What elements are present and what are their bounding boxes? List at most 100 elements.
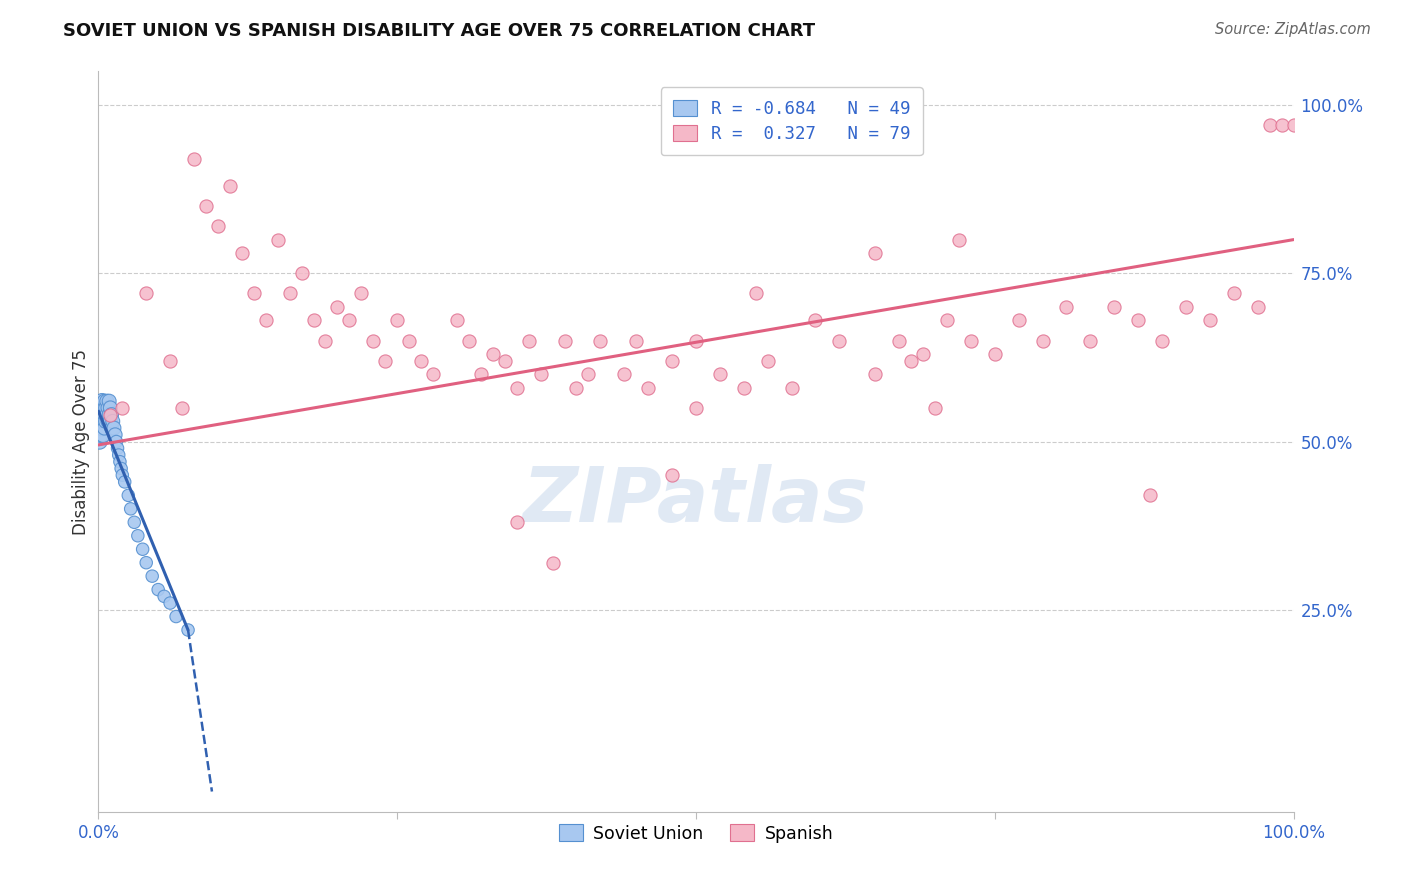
Point: [97, 401, 120, 415]
Point: [804, 313, 827, 327]
Point: [177, 623, 200, 637]
Point: [89, 434, 111, 449]
Point: [90, 414, 112, 428]
Point: [315, 334, 337, 348]
Point: [733, 381, 755, 395]
Point: [141, 569, 163, 583]
Point: [111, 468, 134, 483]
Point: [422, 368, 444, 382]
Point: [254, 313, 277, 327]
Point: [107, 448, 129, 462]
Point: [661, 353, 683, 368]
Point: [159, 353, 181, 368]
Point: [960, 334, 983, 348]
Point: [1008, 313, 1031, 327]
Point: [153, 590, 176, 604]
Point: [589, 334, 612, 348]
Point: [135, 286, 157, 301]
Point: [90, 427, 112, 442]
Point: [91, 421, 114, 435]
Point: [984, 347, 1007, 361]
Point: [114, 475, 136, 489]
Point: [124, 516, 146, 530]
Point: [494, 353, 516, 368]
Point: [626, 334, 648, 348]
Point: [517, 334, 540, 348]
Point: [91, 394, 114, 409]
Point: [350, 286, 373, 301]
Point: [685, 334, 707, 348]
Point: [936, 313, 959, 327]
Point: [104, 427, 127, 442]
Point: [291, 266, 314, 280]
Text: SOVIET UNION VS SPANISH DISABILITY AGE OVER 75 CORRELATION CHART: SOVIET UNION VS SPANISH DISABILITY AGE O…: [63, 22, 815, 40]
Point: [96, 394, 118, 409]
Point: [96, 408, 118, 422]
Point: [98, 394, 121, 409]
Point: [302, 313, 325, 327]
Point: [948, 233, 970, 247]
Point: [135, 556, 157, 570]
Point: [374, 353, 396, 368]
Point: [613, 368, 636, 382]
Point: [91, 427, 114, 442]
Point: [398, 334, 420, 348]
Point: [1080, 334, 1102, 348]
Point: [385, 313, 409, 327]
Point: [780, 381, 803, 395]
Point: [172, 401, 194, 415]
Point: [637, 381, 659, 395]
Point: [1139, 488, 1161, 502]
Text: ZIPatlas: ZIPatlas: [523, 464, 869, 538]
Point: [100, 408, 122, 422]
Point: [865, 246, 887, 260]
Point: [90, 401, 112, 415]
Legend: Soviet Union, Spanish: Soviet Union, Spanish: [547, 813, 845, 855]
Point: [111, 401, 134, 415]
Point: [267, 233, 290, 247]
Point: [110, 461, 132, 475]
Point: [911, 347, 934, 361]
Point: [108, 455, 131, 469]
Point: [131, 542, 153, 557]
Point: [506, 381, 529, 395]
Point: [889, 334, 911, 348]
Point: [1104, 300, 1126, 314]
Point: [93, 408, 115, 422]
Point: [554, 334, 576, 348]
Point: [745, 286, 768, 301]
Point: [756, 353, 779, 368]
Point: [924, 401, 946, 415]
Point: [120, 501, 142, 516]
Point: [98, 408, 122, 422]
Point: [89, 421, 111, 435]
Y-axis label: Disability Age Over 75: Disability Age Over 75: [72, 349, 90, 534]
Point: [1247, 300, 1270, 314]
Point: [1271, 118, 1294, 132]
Point: [1175, 300, 1198, 314]
Point: [865, 368, 887, 382]
Point: [207, 219, 229, 234]
Point: [127, 529, 149, 543]
Point: [195, 199, 218, 213]
Point: [107, 442, 129, 456]
Point: [578, 368, 600, 382]
Point: [1032, 334, 1054, 348]
Point: [94, 401, 117, 415]
Point: [94, 414, 117, 428]
Point: [565, 381, 588, 395]
Point: [98, 401, 122, 415]
Point: [91, 401, 114, 415]
Point: [326, 300, 349, 314]
Point: [1258, 118, 1281, 132]
Point: [243, 286, 266, 301]
Point: [93, 421, 115, 435]
Point: [93, 394, 115, 409]
Point: [103, 421, 125, 435]
Point: [98, 414, 122, 428]
Point: [101, 414, 124, 428]
Point: [219, 178, 242, 193]
Text: Source: ZipAtlas.com: Source: ZipAtlas.com: [1215, 22, 1371, 37]
Point: [105, 434, 128, 449]
Point: [1128, 313, 1150, 327]
